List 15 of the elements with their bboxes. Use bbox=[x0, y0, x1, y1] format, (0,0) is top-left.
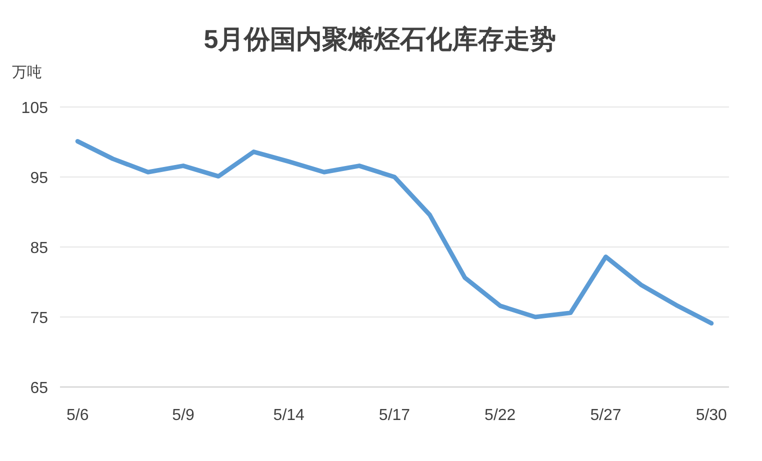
x-tick-label: 5/14 bbox=[273, 407, 305, 424]
y-tick-label: 75 bbox=[30, 310, 48, 327]
line-series bbox=[75, 139, 714, 326]
y-tick-label: 65 bbox=[30, 380, 48, 397]
x-tick-label: 5/9 bbox=[172, 407, 194, 424]
x-tick-label: 5/22 bbox=[484, 407, 516, 424]
x-tick-label: 5/30 bbox=[696, 407, 728, 424]
y-tick-label: 95 bbox=[30, 170, 48, 187]
y-axis-title: 万吨 bbox=[12, 64, 42, 81]
x-tick-label: 5/27 bbox=[590, 407, 622, 424]
x-tick-label: 5/17 bbox=[378, 407, 410, 424]
y-tick-label: 85 bbox=[30, 240, 48, 257]
y-tick-label: 105 bbox=[21, 100, 48, 117]
x-tick-label: 5/6 bbox=[66, 407, 89, 424]
chart-title: 5月份国内聚烯烃石化库存走势 bbox=[204, 24, 556, 54]
